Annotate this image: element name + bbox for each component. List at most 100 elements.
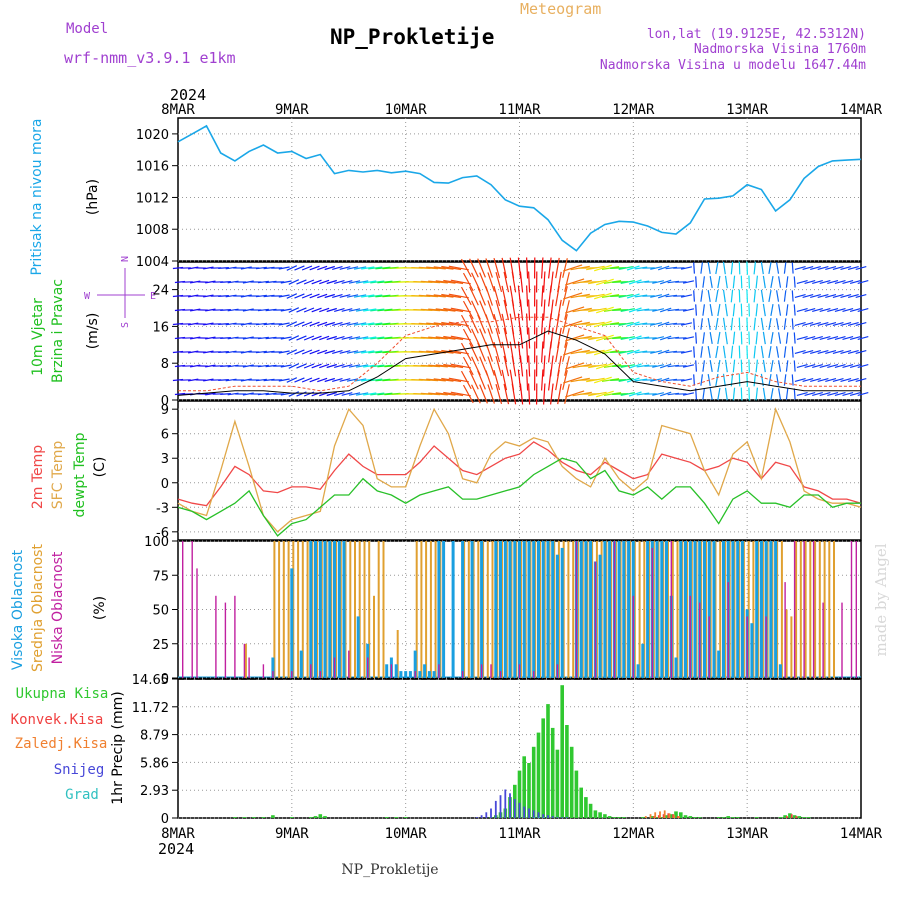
high-cloud-bar	[674, 657, 678, 678]
wind-arrow	[819, 308, 831, 312]
high-cloud-bar	[480, 541, 484, 678]
wind-arrow	[541, 369, 544, 391]
snow-bar	[537, 812, 540, 818]
wind-arrow	[324, 377, 335, 383]
wind-arrow	[596, 278, 614, 286]
wind-arrow	[810, 322, 821, 326]
low-cloud-bar	[841, 602, 843, 678]
wind-arrow	[555, 341, 560, 363]
wind-arrow	[296, 279, 307, 285]
high-cloud-bar	[333, 541, 336, 678]
high-cloud-bar	[404, 671, 408, 678]
wind-arrow	[755, 303, 758, 317]
mid-cloud-bar	[396, 630, 399, 678]
wind-arrow	[812, 280, 823, 284]
wind-arrow	[303, 279, 315, 285]
wind-arrow	[363, 392, 377, 396]
wind-arrow	[562, 286, 568, 306]
wind-arrow	[339, 350, 351, 354]
wind-arrow	[768, 345, 772, 359]
mid-cloud-bar	[572, 541, 575, 678]
wind-arrow	[652, 392, 665, 396]
wind-arrow	[218, 379, 229, 381]
snow-bar	[499, 795, 502, 818]
total-rain-bar	[664, 815, 669, 818]
temp-ylabel-3: dewpt Temp	[72, 432, 88, 517]
wind-arrow	[793, 332, 796, 344]
low-cloud-bar	[319, 671, 321, 678]
freezing-rain-bar	[678, 816, 680, 818]
wind-arrow	[847, 266, 859, 270]
wind-arrow	[341, 280, 353, 284]
wind-arrow	[428, 336, 448, 340]
wind-arrow	[760, 345, 764, 359]
pressure-frame	[177, 117, 862, 262]
total-rain-bar	[650, 816, 655, 818]
snow-bar	[542, 814, 545, 818]
wind-arrow	[503, 383, 510, 405]
high-cloud-bar	[627, 541, 631, 678]
wind-arrow	[280, 280, 292, 284]
wind-arrow	[280, 308, 292, 312]
wind-arrow	[778, 276, 782, 288]
wind-arrow	[242, 336, 254, 340]
total-rain-bar	[721, 817, 726, 818]
wind-arrow	[462, 356, 474, 376]
model-label: Model	[66, 21, 108, 37]
wind-arrow	[288, 335, 300, 341]
wind-arrow	[700, 346, 703, 358]
high-cloud-bar	[418, 671, 422, 678]
high-cloud-bar	[750, 623, 754, 678]
low-cloud-bar	[651, 547, 653, 678]
total-rain-bar	[607, 816, 612, 818]
wind-arrow	[487, 272, 495, 292]
wind-arrow	[634, 294, 648, 298]
mid-cloud-bar	[799, 541, 802, 678]
wind-arrow	[435, 308, 456, 312]
wind-arrow	[626, 349, 640, 355]
wind-arrow	[441, 293, 462, 299]
wind-arrow	[348, 364, 361, 368]
wind-arrow	[353, 350, 367, 354]
low-cloud-bar	[533, 671, 535, 678]
wind-arrow	[586, 321, 605, 327]
total-rain-bar	[679, 812, 683, 818]
temp2m-line	[177, 441, 862, 507]
high-cloud-bar	[494, 541, 498, 678]
mid-cloud-bar	[349, 541, 352, 678]
wind-arrow	[309, 321, 320, 327]
wind-arrow	[724, 275, 728, 289]
wind-arrow	[783, 374, 787, 386]
wind-arrow	[626, 293, 640, 299]
wind-arrow	[724, 303, 728, 317]
wind-arrow	[332, 266, 343, 270]
total-rain-bar	[807, 817, 811, 818]
wind-arrow	[564, 356, 570, 376]
wind-arrow	[309, 349, 320, 355]
wind-arrow	[435, 336, 456, 340]
pressure-tick-label: 1004	[136, 255, 169, 270]
wind-arrow	[301, 377, 313, 383]
high-cloud-bar	[579, 541, 583, 678]
wind-arrow	[339, 322, 351, 326]
total-rain-bar	[612, 817, 617, 818]
freezing-rain-bar	[663, 810, 666, 818]
snow-bar	[490, 808, 492, 818]
snow-bar	[509, 793, 511, 818]
high-cloud-bar	[399, 671, 403, 678]
wind-arrow	[519, 383, 524, 405]
wind-ylabel-2: Brzina i Pravac	[50, 279, 66, 383]
precip-legend-item: Konvek.Kisa	[11, 712, 104, 728]
wind-arrow	[220, 309, 231, 311]
lonlat-label: lon,lat (19.9125E, 42.5312N)	[647, 27, 866, 42]
wind-arrow	[700, 374, 703, 386]
mid-cloud-bar	[282, 541, 285, 678]
wind-arrow	[618, 350, 633, 354]
wind-arrow	[722, 289, 726, 303]
total-rain-bar	[579, 787, 583, 818]
wind-arrow	[732, 331, 736, 345]
wind-arrow	[794, 350, 806, 354]
wind-arrow	[827, 308, 839, 312]
wind-arrow	[658, 293, 670, 299]
wind-arrow	[594, 264, 612, 272]
